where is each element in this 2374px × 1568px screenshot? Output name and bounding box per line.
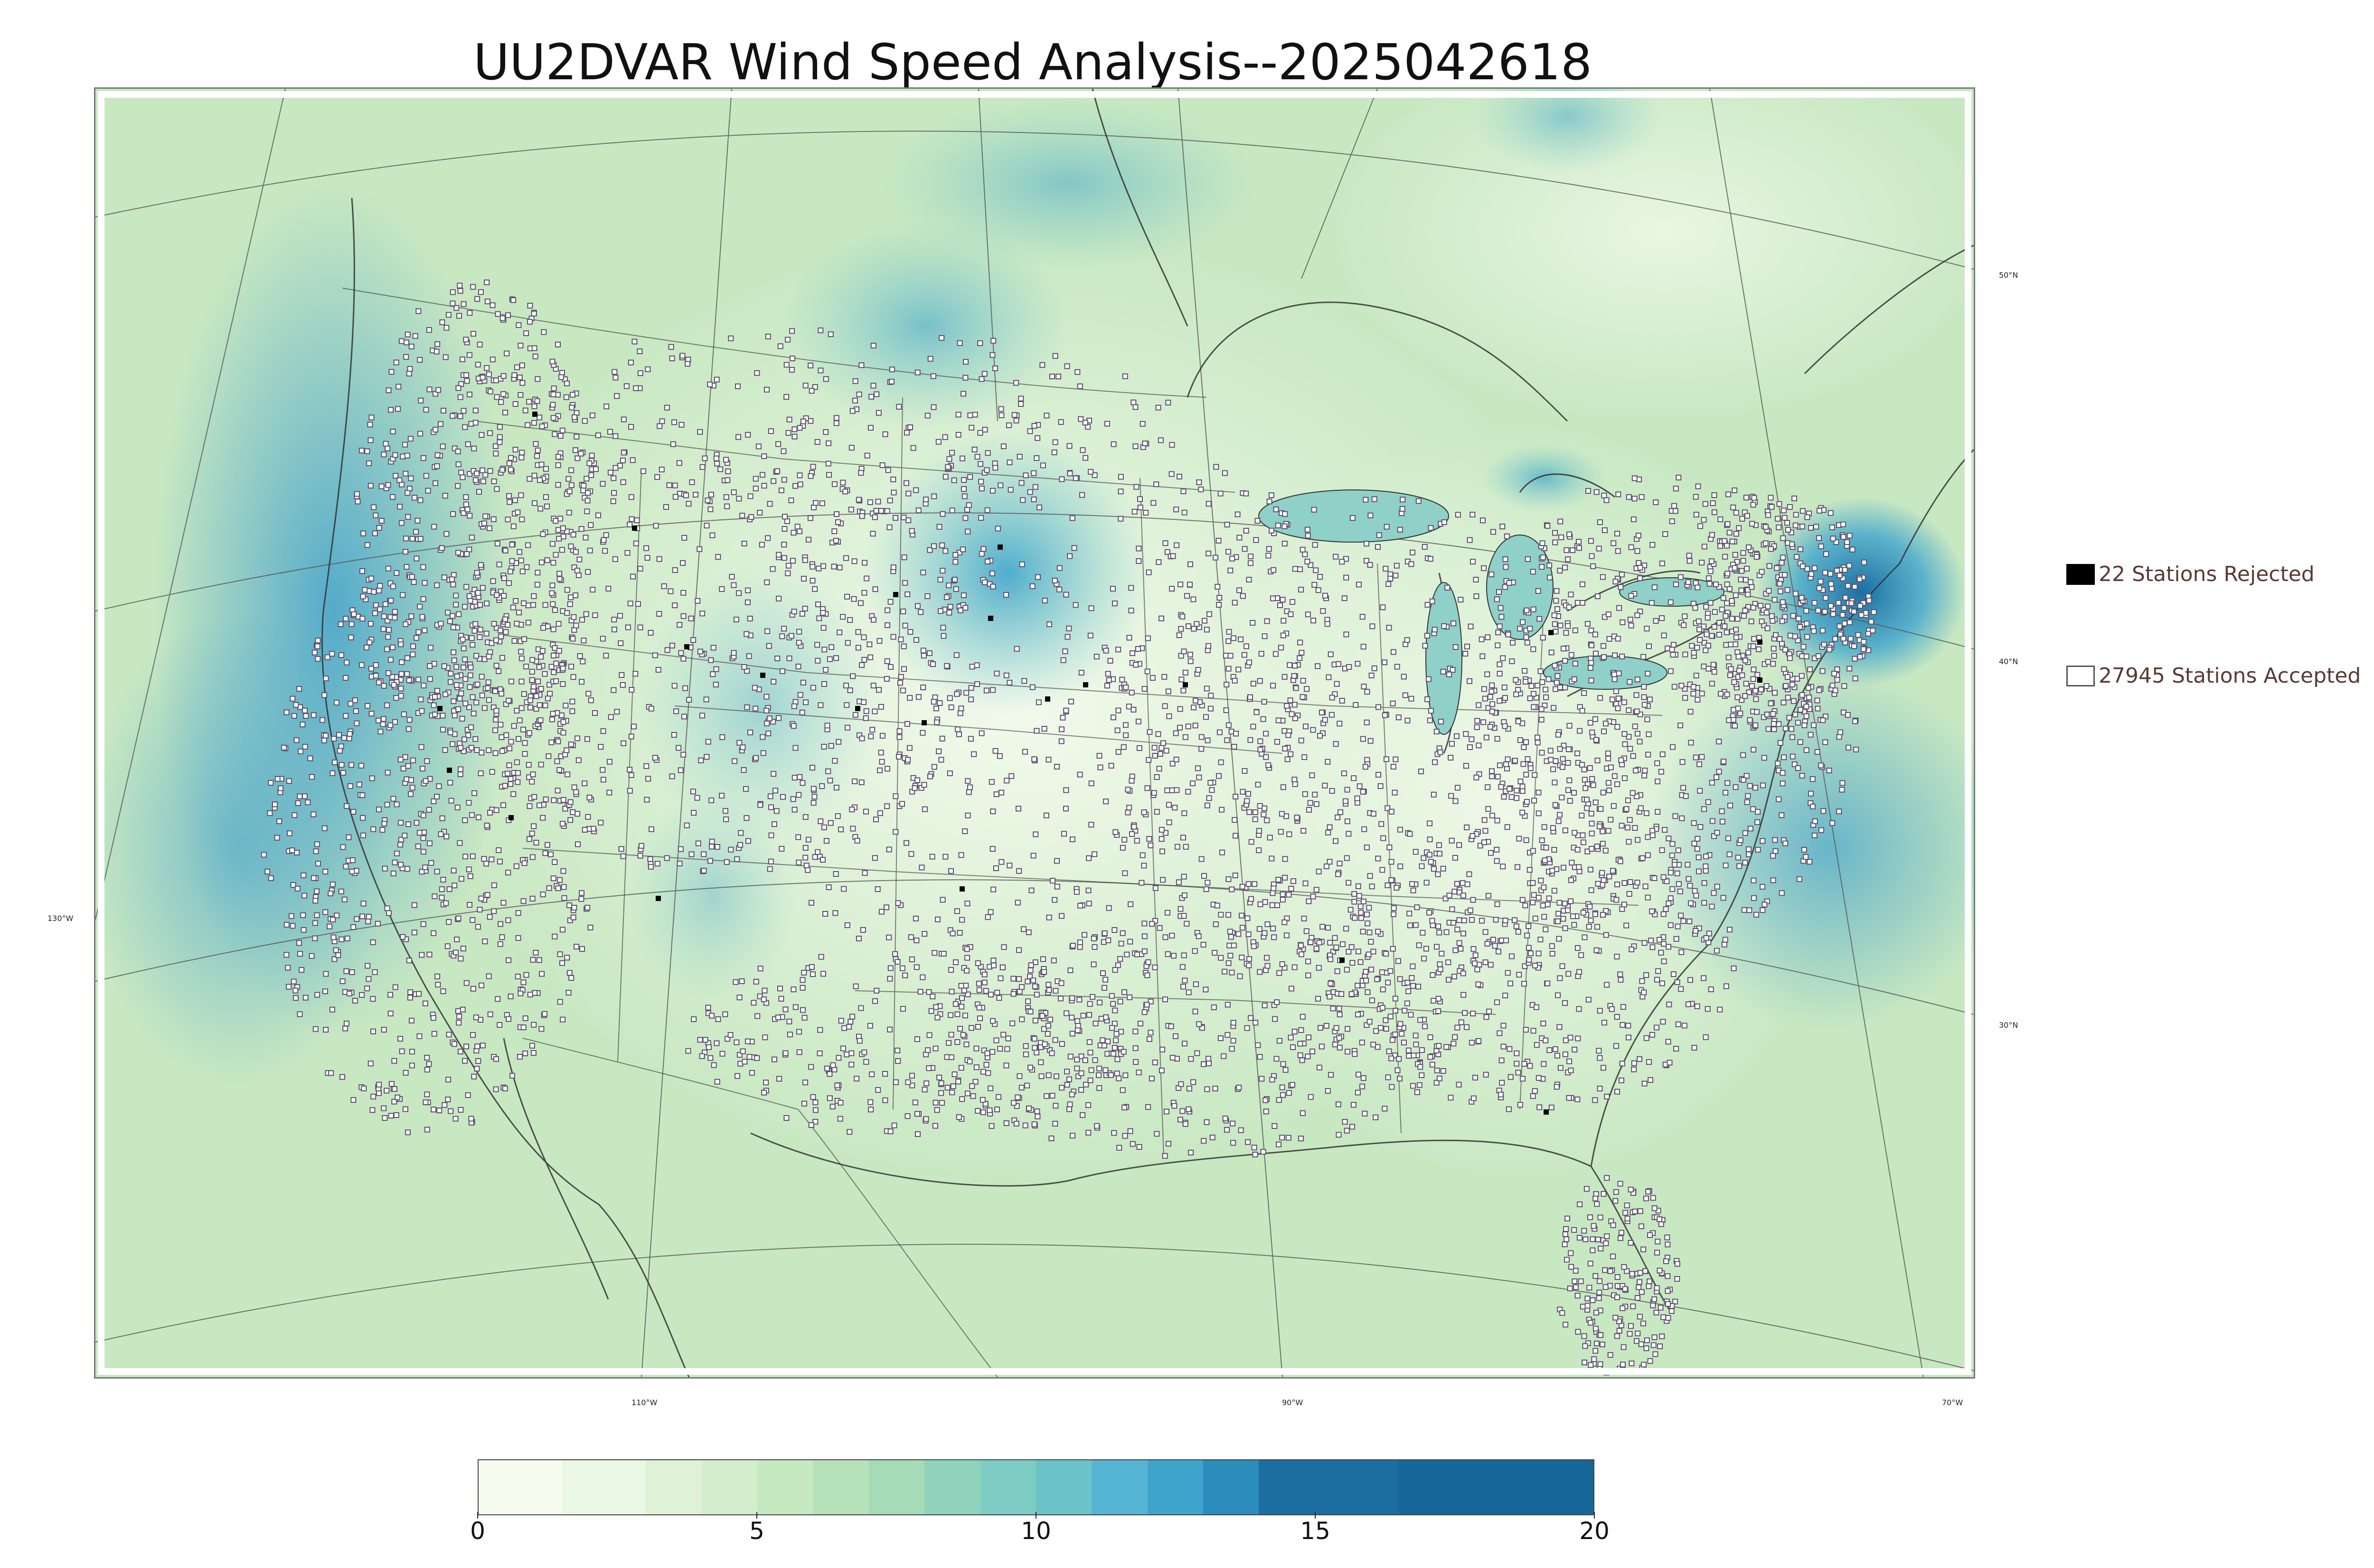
colorbar-segment xyxy=(646,1460,702,1514)
wind-speed-map[interactable] xyxy=(94,87,1975,1379)
colorbar-tick-label: 20 xyxy=(1579,1517,1610,1545)
colorbar-tick xyxy=(477,1512,478,1519)
colorbar-tick-label: 10 xyxy=(1021,1517,1051,1545)
colorbar-segment xyxy=(1036,1460,1092,1514)
colorbar-segment xyxy=(1398,1460,1593,1514)
colorbar-tick xyxy=(1594,1512,1595,1519)
lat-label-40n: 40°N xyxy=(1999,657,2018,666)
colorbar-segment xyxy=(980,1460,1036,1514)
lon-label-110w: 110°W xyxy=(631,1398,658,1407)
colorbar-segment xyxy=(562,1460,646,1514)
colorbar-segment xyxy=(1147,1460,1204,1514)
lon-label-70w: 70°W xyxy=(1942,1398,1963,1407)
legend-accepted: 27945 Stations Accepted xyxy=(2066,664,2361,688)
lon-label-90w: 90°W xyxy=(1282,1398,1303,1407)
colorbar xyxy=(478,1459,1594,1515)
colorbar-segment xyxy=(479,1460,563,1514)
colorbar-tick-label: 0 xyxy=(470,1517,485,1545)
rejected-station-markers xyxy=(437,412,1762,1115)
colorbar-segment xyxy=(1259,1460,1398,1514)
lon-label-130w: 130°W xyxy=(47,914,74,923)
colorbar-tick-label: 15 xyxy=(1300,1517,1330,1545)
colorbar-tick xyxy=(756,1512,757,1519)
colorbar-segment xyxy=(924,1460,980,1514)
rejected-label: 22 Stations Rejected xyxy=(2099,562,2315,586)
lat-label-30n: 30°N xyxy=(1999,1021,2018,1030)
lat-label-50n: 50°N xyxy=(1999,271,2018,280)
colorbar-tick-label: 5 xyxy=(749,1517,764,1545)
station-markers xyxy=(261,279,1877,1376)
accepted-swatch xyxy=(2066,665,2095,686)
map-title: UU2DVAR Wind Speed Analysis--2025042618 xyxy=(473,33,1592,91)
colorbar-tick xyxy=(1315,1512,1316,1519)
plains-wind-maximum xyxy=(865,431,1149,715)
colorbar-segment xyxy=(757,1460,813,1514)
colorbar-segment xyxy=(1203,1460,1259,1514)
legend-rejected: 22 Stations Rejected xyxy=(2066,562,2315,586)
map-canvas xyxy=(95,89,1974,1377)
colorbar-segment xyxy=(1092,1460,1148,1514)
colorbar-segment xyxy=(813,1460,869,1514)
colorbar-segment xyxy=(701,1460,757,1514)
accepted-label: 27945 Stations Accepted xyxy=(2099,664,2361,688)
rejected-swatch xyxy=(2066,563,2095,585)
colorbar-segment xyxy=(868,1460,925,1514)
